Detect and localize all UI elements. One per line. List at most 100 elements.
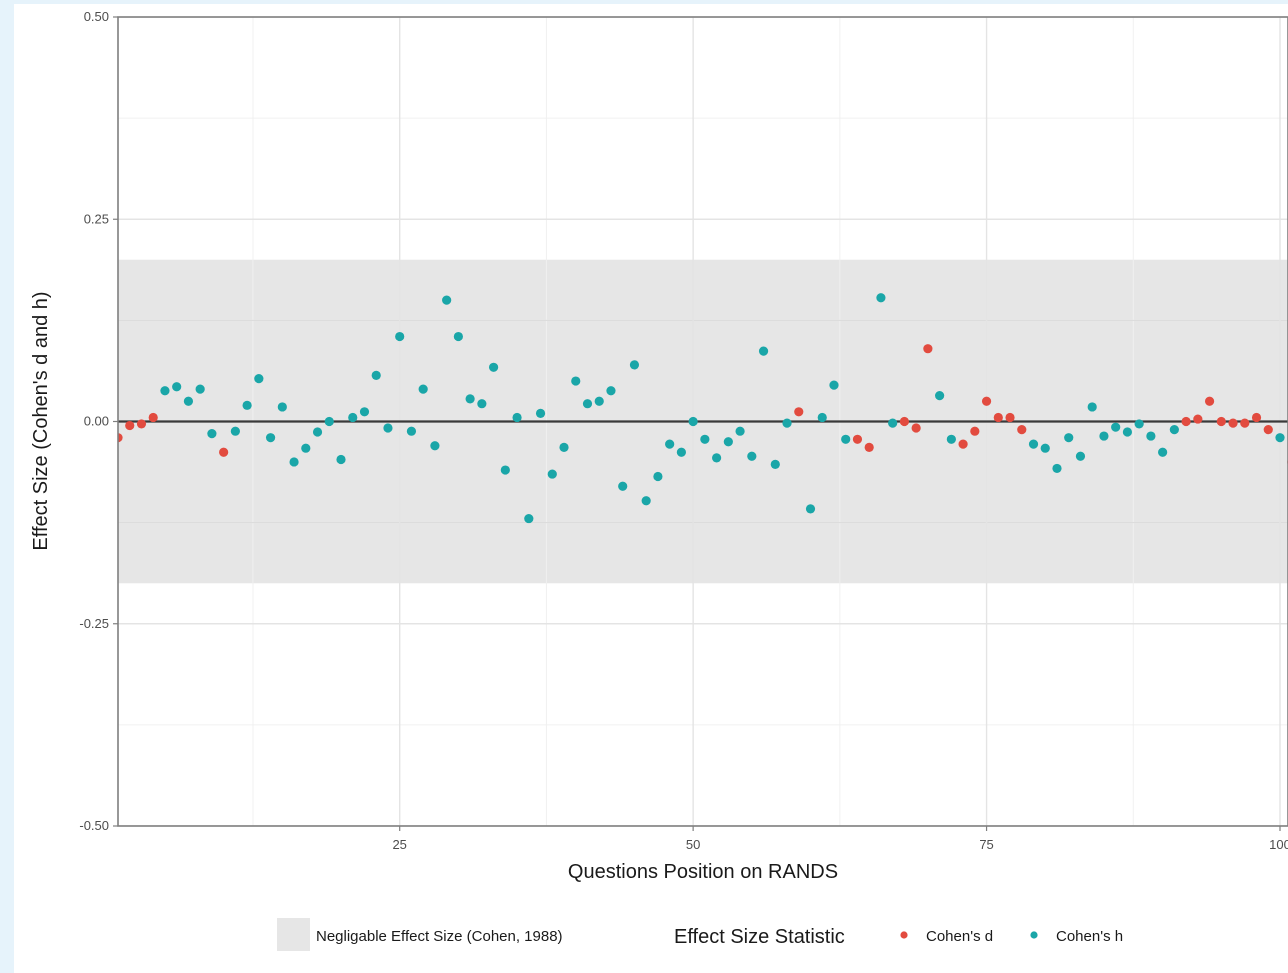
- cohens-h-point: [888, 418, 898, 428]
- cohens-h-point: [582, 399, 593, 409]
- y-tick-label: 0.25: [84, 211, 109, 226]
- cohens-h-point: [1064, 433, 1074, 443]
- cohens-h-point: [242, 400, 252, 410]
- cohens-d-point: [852, 434, 863, 444]
- cohens-h-point: [406, 426, 417, 436]
- cohens-h-point: [547, 469, 557, 479]
- cohens-h-point: [1028, 439, 1039, 449]
- cohens-h-point: [183, 396, 194, 406]
- cohens-h-point: [453, 331, 463, 342]
- y-tick-label: 0.50: [84, 9, 109, 24]
- cohens-d-point: [1005, 412, 1015, 423]
- cohens-h-point: [477, 399, 487, 409]
- cohens-h-point: [805, 504, 816, 514]
- legend-key-cohens-d: [900, 931, 908, 939]
- cohens-h-point: [383, 423, 393, 433]
- cohens-d-point: [118, 433, 123, 443]
- cohens-h-point: [160, 386, 170, 396]
- cohens-h-point: [676, 447, 686, 457]
- cohens-h-point: [301, 443, 311, 453]
- cohens-h-point: [935, 391, 945, 401]
- cohens-h-point: [500, 465, 510, 475]
- legend-key-cohens-h: [1030, 931, 1038, 939]
- cohens-d-point: [1181, 416, 1191, 427]
- cohens-h-point: [770, 459, 780, 469]
- y-axis-title: Effect Size (Cohen's d and h): [30, 291, 52, 550]
- cohens-h-point: [488, 362, 499, 372]
- cohens-h-point: [665, 439, 675, 449]
- cohens-h-point: [1040, 443, 1050, 453]
- legend-title: Effect Size Statistic: [674, 926, 845, 948]
- cohens-h-point: [1169, 424, 1179, 435]
- cohens-h-point: [841, 434, 851, 444]
- cohens-h-point: [735, 426, 745, 436]
- cohens-h-point: [1075, 451, 1086, 461]
- cohens-h-point: [1099, 431, 1109, 441]
- cohens-h-point: [747, 451, 757, 461]
- x-axis-title: Questions Position on RANDS: [568, 861, 838, 883]
- cohens-h-point: [418, 384, 428, 394]
- cohens-h-point: [594, 396, 604, 406]
- cohens-h-point: [876, 293, 886, 303]
- y-tick-label: -0.25: [79, 616, 109, 631]
- cohens-h-point: [1146, 431, 1156, 441]
- cohens-h-point: [324, 416, 334, 427]
- y-tick-label: -0.50: [79, 818, 109, 833]
- cohens-d-point: [148, 412, 158, 423]
- cohens-h-point: [371, 370, 381, 380]
- cohens-d-point: [899, 416, 910, 427]
- cohens-h-point: [465, 394, 475, 404]
- cohens-d-point: [794, 407, 804, 417]
- cohens-h-point: [641, 496, 651, 506]
- cohens-h-point: [1087, 402, 1097, 412]
- cohens-h-point: [230, 426, 240, 436]
- cohens-d-point: [1251, 412, 1262, 423]
- cohens-d-point: [1228, 418, 1238, 428]
- legend-label-cohens-h: Cohen's h: [1056, 928, 1123, 945]
- cohens-d-point: [125, 420, 135, 431]
- cohens-h-point: [359, 407, 370, 417]
- cohens-d-point: [136, 419, 147, 429]
- cohens-h-point: [254, 374, 264, 384]
- legend: Negligable Effect Size (Cohen, 1988) Effe…: [277, 918, 1123, 951]
- cohens-d-point: [970, 426, 980, 436]
- cohens-d-point: [1216, 416, 1226, 427]
- cohens-h-point: [312, 427, 323, 437]
- cohens-d-point: [864, 442, 874, 452]
- cohens-h-point: [629, 360, 640, 370]
- cohens-h-point: [758, 346, 769, 356]
- plot-area: [118, 17, 1288, 826]
- cohens-h-point: [700, 434, 710, 444]
- cohens-h-point: [336, 454, 346, 465]
- cohens-h-point: [1134, 419, 1144, 429]
- cohens-d-point: [219, 447, 229, 457]
- cohens-d-point: [923, 344, 933, 354]
- legend-band-label: Negligable Effect Size (Cohen, 1988): [316, 928, 563, 945]
- cohens-h-point: [618, 481, 628, 491]
- x-tick-label: 50: [686, 837, 700, 852]
- cohens-h-point: [1275, 433, 1285, 443]
- cohens-h-point: [817, 412, 827, 423]
- cohens-h-point: [782, 418, 792, 428]
- cohens-h-point: [172, 382, 182, 392]
- cohens-h-point: [688, 416, 698, 427]
- cohens-h-point: [512, 412, 522, 423]
- cohens-h-point: [265, 433, 276, 443]
- cohens-d-point: [1240, 418, 1250, 428]
- cohens-d-point: [1204, 396, 1215, 406]
- cohens-h-point: [559, 442, 569, 452]
- x-tick-label: 100: [1269, 837, 1288, 852]
- cohens-h-point: [1052, 463, 1062, 474]
- cohens-d-point: [911, 423, 921, 433]
- cohens-h-point: [395, 331, 405, 342]
- cohens-d-point: [993, 412, 1003, 423]
- cohens-h-point: [195, 384, 205, 394]
- cohens-h-point: [829, 380, 839, 390]
- cohens-d-point: [1263, 424, 1273, 435]
- legend-band-swatch: [277, 918, 310, 951]
- cohens-h-point: [535, 408, 546, 419]
- y-tick-label: 0.00: [84, 414, 109, 429]
- cohens-h-point: [1111, 422, 1121, 432]
- cohens-h-point: [289, 457, 299, 467]
